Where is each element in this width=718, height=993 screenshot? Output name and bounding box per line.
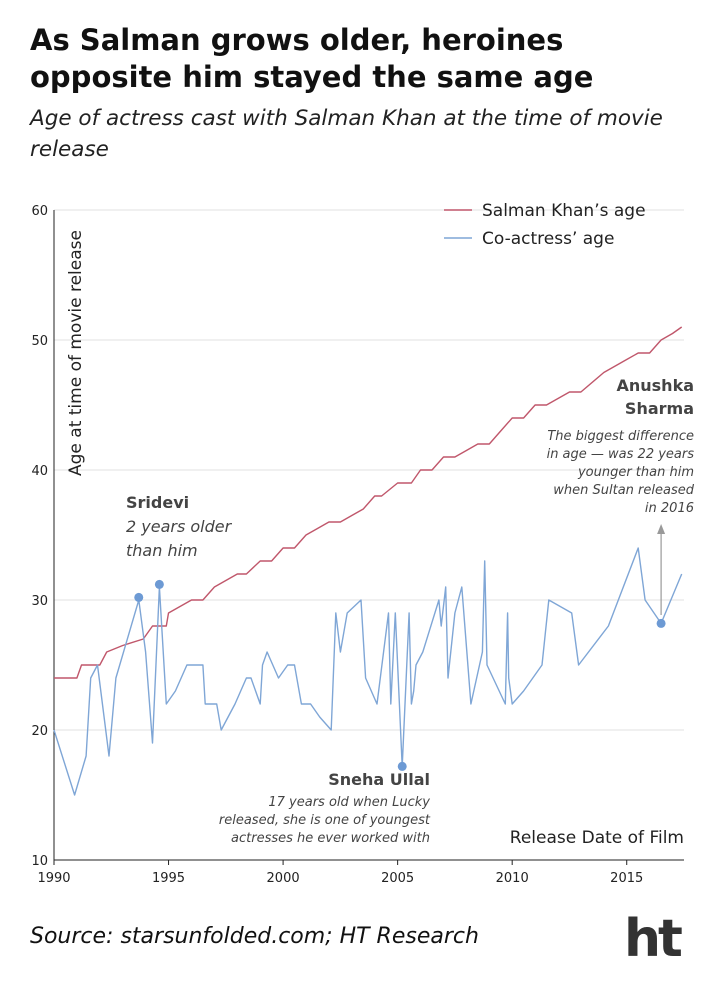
series-lines bbox=[53, 326, 683, 796]
anushka-title-1: Anushka bbox=[616, 376, 694, 395]
sneha-note-3: actresses he ever worked with bbox=[231, 831, 430, 846]
svg-text:ht: ht bbox=[624, 910, 682, 960]
y-tick-20: 20 bbox=[31, 724, 48, 739]
y-tick-labels: 10 20 30 40 50 60 bbox=[31, 204, 48, 869]
salman-age-line bbox=[54, 326, 683, 679]
y-axis-label: Age at time of movie release bbox=[66, 230, 86, 476]
x-tick-2000: 2000 bbox=[267, 871, 300, 886]
x-tick-labels: 1990 1995 2000 2005 2010 2015 bbox=[37, 860, 643, 886]
x-tick-1995: 1995 bbox=[152, 871, 185, 886]
sridevi-note-1: 2 years older bbox=[126, 517, 233, 536]
axes bbox=[53, 210, 684, 861]
y-tick-10: 10 bbox=[31, 854, 48, 869]
sridevi-title: Sridevi bbox=[126, 493, 189, 512]
sneha-note-1: 17 years old when Lucky bbox=[268, 795, 430, 810]
legend-label-1: Salman Khan’s age bbox=[482, 201, 646, 221]
anushka-note-5: in 2016 bbox=[645, 501, 694, 516]
chart-subtitle: Age of actress cast with Salman Khan at … bbox=[30, 106, 663, 162]
legend-label-2: Co-actress’ age bbox=[482, 229, 614, 249]
y-tick-40: 40 bbox=[31, 464, 48, 479]
anushka-sharma-point bbox=[656, 618, 666, 628]
sneha-ullal-point bbox=[397, 761, 407, 771]
y-tick-60: 60 bbox=[31, 204, 48, 219]
anushka-note-3: younger than him bbox=[577, 465, 694, 480]
x-tick-2015: 2015 bbox=[610, 871, 643, 886]
anushka-arrow-head bbox=[657, 524, 666, 534]
annotations: Sridevi 2 years older than him Sneha Ullal 1… bbox=[126, 376, 695, 846]
x-tick-1990: 1990 bbox=[37, 871, 70, 886]
chart-title: As Salman grows older, heroines opposite… bbox=[30, 23, 594, 94]
co-actress-age-line bbox=[53, 547, 683, 796]
y-tick-50: 50 bbox=[31, 334, 48, 349]
sridevi-point-2 bbox=[154, 579, 164, 589]
sridevi-note-2: than him bbox=[126, 541, 198, 560]
legend: Salman Khan’s age Co-actress’ age bbox=[444, 201, 646, 249]
y-tick-30: 30 bbox=[31, 594, 48, 609]
sneha-title: Sneha Ullal bbox=[328, 770, 430, 789]
x-tick-2005: 2005 bbox=[381, 871, 414, 886]
anushka-note-1: The biggest difference bbox=[547, 429, 694, 444]
x-axis-label: Release Date of Film bbox=[510, 828, 684, 848]
sneha-note-2: released, she is one of youngest bbox=[219, 813, 431, 828]
source-note: Source: starsunfolded.com; HT Research bbox=[30, 924, 479, 949]
sridevi-point-1 bbox=[134, 592, 144, 602]
ht-logo: ht bbox=[624, 910, 685, 960]
anushka-title-2: Sharma bbox=[625, 399, 694, 418]
anushka-note-2: in age — was 22 years bbox=[547, 447, 695, 462]
highlight-points bbox=[134, 579, 666, 771]
anushka-note-4: when Sultan released bbox=[553, 483, 694, 498]
x-tick-2010: 2010 bbox=[496, 871, 529, 886]
